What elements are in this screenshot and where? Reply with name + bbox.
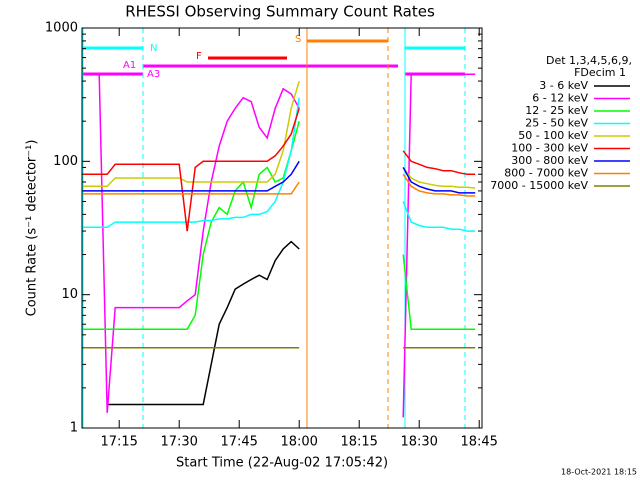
annotation: F — [196, 51, 202, 62]
legend-header: Det 1,3,4,5,6,9, — [546, 54, 632, 67]
series-line — [83, 121, 476, 331]
legend-label: 3 - 6 keV — [539, 79, 588, 92]
x-tick-label: 18:00 — [280, 435, 317, 450]
y-tick-label: 1 — [70, 421, 78, 436]
vertical-lines — [82, 28, 466, 428]
annotation: N — [150, 43, 157, 54]
series-line — [83, 173, 476, 197]
y-tick-label: 100 — [53, 154, 78, 169]
x-tick-label: 18:45 — [460, 435, 497, 450]
x-tick-label: 17:45 — [220, 435, 257, 450]
annotation: A1 — [123, 60, 136, 71]
series-line — [83, 160, 476, 194]
annotation-bars — [82, 39, 465, 76]
legend-label: 25 - 50 keV — [525, 117, 588, 130]
legend-label: 6 - 12 keV — [532, 92, 588, 105]
legend-label: 300 - 800 keV — [511, 154, 588, 167]
annotation: S — [295, 34, 301, 45]
legend-label: 12 - 25 keV — [525, 104, 588, 117]
chart-title: RHESSI Observing Summary Count Rates — [125, 3, 435, 21]
x-tick-label: 17:30 — [160, 435, 197, 450]
legend-header: FDecim 1 — [574, 66, 626, 79]
series-line — [83, 108, 476, 232]
y-axis-label: Count Rate (s⁻¹ detector⁻¹) — [25, 140, 40, 317]
series-line — [83, 97, 476, 232]
footer: 18-Oct-2021 18:15 — [561, 468, 637, 477]
plot-frame — [81, 27, 483, 429]
annotation: A3 — [147, 69, 160, 80]
series-line — [107, 240, 300, 406]
series-line — [83, 80, 476, 189]
legend-label: 50 - 100 keV — [518, 129, 588, 142]
legend-label: 100 - 300 keV — [511, 142, 588, 155]
y-tick-label: 10 — [61, 287, 78, 302]
y-tick-label: 1000 — [45, 21, 78, 36]
legend-label: 7000 - 15000 keV — [490, 179, 588, 192]
x-axis-label: Start Time (22-Aug-02 17:05:42) — [176, 456, 388, 471]
x-tick-label: 18:30 — [400, 435, 437, 450]
series-line — [83, 73, 476, 418]
x-tick-label: 17:15 — [100, 435, 137, 450]
legend-label: 800 - 7000 keV — [504, 167, 588, 180]
x-tick-label: 18:15 — [340, 435, 377, 450]
